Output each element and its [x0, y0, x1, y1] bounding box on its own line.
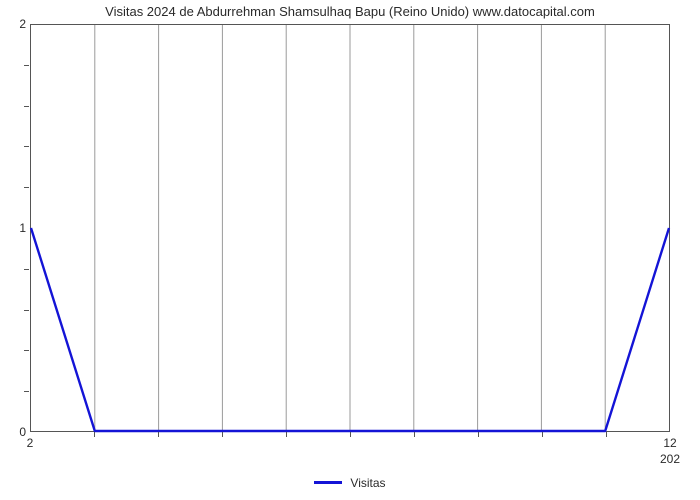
y-tick-label-1: 1 [0, 221, 26, 235]
x-tick-label-right-top: 12 [663, 436, 676, 450]
x-tick-label-left: 2 [27, 436, 34, 450]
chart-title: Visitas 2024 de Abdurrehman Shamsulhaq B… [0, 4, 700, 19]
y-tick-label-2: 2 [0, 17, 26, 31]
x-tick-label-right-bottom: 202 [660, 452, 680, 466]
gridlines [95, 25, 605, 431]
plot-svg [31, 25, 669, 431]
legend-swatch [314, 481, 342, 484]
plot-area [30, 24, 670, 432]
legend-label: Visitas [350, 476, 385, 490]
chart-container: Visitas 2024 de Abdurrehman Shamsulhaq B… [0, 0, 700, 500]
legend: Visitas [0, 475, 700, 490]
y-tick-label-0: 0 [0, 425, 26, 439]
